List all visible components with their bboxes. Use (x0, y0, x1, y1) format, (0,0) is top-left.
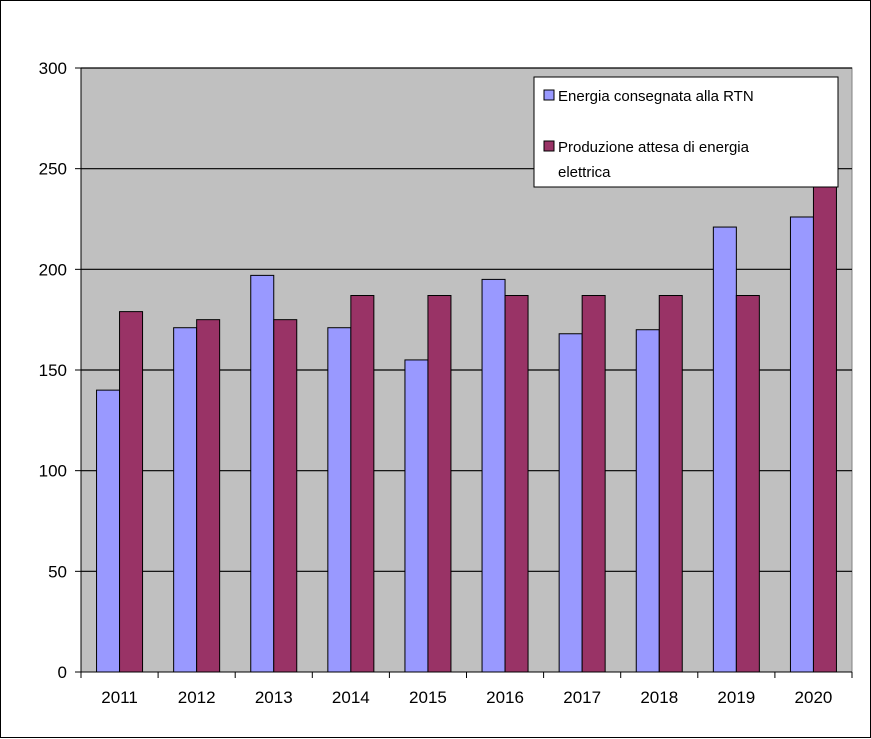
x-tick-label: 2018 (640, 688, 678, 707)
bar-energia-consegnata-2020 (789, 216, 814, 673)
bar-produzione-attesa-2020 (812, 170, 837, 673)
y-axis-ticks: 0 50 100 150 200 250 300 (39, 59, 81, 682)
bar-produzione-attesa-2019 (735, 295, 760, 673)
bar-produzione-attesa-2012 (196, 319, 221, 673)
bars (96, 170, 837, 673)
x-tick-label: 2020 (795, 688, 833, 707)
bar-produzione-attesa-2015 (427, 295, 452, 673)
x-tick-label: 2012 (178, 688, 216, 707)
bar-energia-consegnata-2019 (712, 226, 737, 673)
y-tick-label: 100 (39, 462, 67, 481)
bar-produzione-attesa-2018 (658, 295, 683, 673)
y-tick-label: 300 (39, 59, 67, 78)
bar-energia-consegnata-2016 (481, 278, 506, 673)
bar-produzione-attesa-2013 (273, 319, 298, 673)
x-tick-label: 2016 (486, 688, 524, 707)
bar-energia-consegnata-2017 (558, 333, 583, 673)
y-tick-label: 250 (39, 160, 67, 179)
legend-swatch-energia-consegnata (543, 89, 555, 101)
y-tick-label: 0 (58, 663, 67, 682)
legend: Energia consegnata alla RTN Produzione a… (533, 76, 839, 188)
bar-produzione-attesa-2011 (119, 311, 144, 673)
bar-produzione-attesa-2014 (350, 295, 375, 673)
legend-label-produzione-attesa: Produzione attesa di energia elettrica (558, 139, 753, 181)
legend-box (533, 76, 839, 188)
x-tick-label: 2019 (717, 688, 755, 707)
axes (75, 68, 852, 678)
bar-energia-consegnata-2011 (96, 389, 121, 673)
y-tick-label: 50 (48, 562, 67, 581)
y-tick-label: 150 (39, 361, 67, 380)
bar-energia-consegnata-2012 (173, 327, 198, 673)
x-tick-label: 2015 (409, 688, 447, 707)
x-axis-ticks: 2011 2012 2013 2014 2015 2016 2017 2018 2019 2020 (80, 672, 853, 707)
bar-energia-consegnata-2015 (404, 359, 429, 673)
legend-swatch-produzione-attesa (543, 140, 555, 152)
bar-energia-consegnata-2018 (635, 329, 660, 673)
bar-energia-consegnata-2013 (250, 274, 275, 673)
x-tick-label: 2013 (255, 688, 293, 707)
bar-energia-consegnata-2014 (327, 327, 352, 673)
x-tick-label: 2011 (101, 688, 138, 707)
y-tick-label: 200 (39, 260, 67, 279)
x-tick-label: 2017 (563, 688, 601, 707)
x-tick-label: 2014 (332, 688, 370, 707)
bar-produzione-attesa-2016 (504, 295, 529, 673)
bar-produzione-attesa-2017 (581, 295, 606, 673)
legend-label-energia-consegnata: Energia consegnata alla RTN (558, 88, 754, 105)
